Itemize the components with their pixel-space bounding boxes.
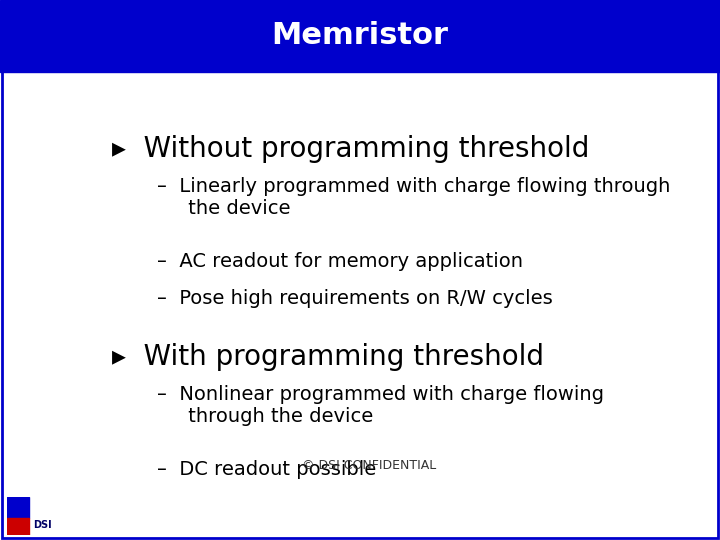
Text: –  Nonlinear programmed with charge flowing
     through the device: – Nonlinear programmed with charge flowi…: [157, 385, 604, 426]
Text: ▸  Without programming threshold: ▸ Without programming threshold: [112, 136, 590, 164]
Text: –  DC readout possible: – DC readout possible: [157, 460, 377, 479]
Bar: [7, 497, 29, 517]
Text: –  Linearly programmed with charge flowing through
     the device: – Linearly programmed with charge flowin…: [157, 177, 670, 218]
Text: Memristor: Memristor: [271, 21, 449, 50]
Bar: [7, 518, 29, 535]
Text: –  Pose high requirements on R/W cycles: – Pose high requirements on R/W cycles: [157, 289, 553, 308]
Text: DSI: DSI: [33, 520, 52, 530]
Text: –  AC readout for memory application: – AC readout for memory application: [157, 252, 523, 271]
Text: ▸  With programming threshold: ▸ With programming threshold: [112, 343, 544, 372]
Text: © DSI CONFIDENTIAL: © DSI CONFIDENTIAL: [302, 460, 436, 472]
